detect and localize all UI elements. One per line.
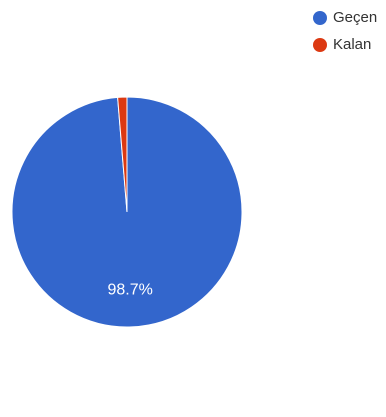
legend-marker	[313, 11, 327, 25]
pie-slice-2	[117, 96, 128, 213]
legend-label: Kalan	[333, 36, 371, 53]
chart-legend: Geçen Kalan	[313, 9, 377, 53]
legend-marker	[313, 38, 327, 52]
pie-slices	[11, 96, 243, 328]
pie-slice-labels: 98.7%	[108, 281, 153, 298]
slice-value-label: 98.7%	[108, 281, 153, 298]
legend-label: Geçen	[333, 9, 377, 26]
